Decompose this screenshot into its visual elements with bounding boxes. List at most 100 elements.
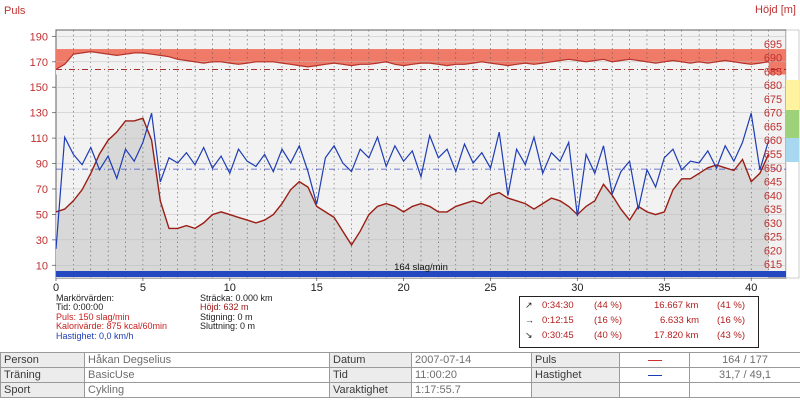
pulse-area-gap	[56, 51, 769, 75]
stats-time-pct: (16 %)	[594, 315, 622, 326]
stats-row-downhill: ↘ 0:30:45 (40 %) 17.820 km (43 %)	[520, 330, 758, 343]
person-value: Håkan Degselius	[84, 352, 330, 368]
left-tick-label: 90	[36, 159, 48, 171]
left-tick-label: 190	[30, 31, 48, 43]
stats-distance-pct: (16 %)	[717, 315, 745, 326]
marker-distance: Sträcka: 0.000 km	[200, 293, 273, 303]
time-value: 11:00:20	[411, 367, 532, 383]
speed-legend	[619, 367, 690, 383]
session-info-table: Person Håkan Degselius Datum 2007-07-14 …	[0, 352, 800, 398]
altitude-line	[55, 117, 770, 247]
pulse-legend-swatch	[647, 359, 662, 361]
marker-climb: Stigning: 0 m	[200, 311, 253, 322]
stats-time: 0:34:30	[542, 300, 574, 311]
pulse-label: Puls	[531, 352, 620, 368]
right-tick-label: 630	[764, 218, 782, 230]
speed-line	[55, 113, 770, 249]
duration-label: Varaktighet	[329, 382, 412, 398]
empty-cell	[619, 382, 690, 398]
right-tick-label: 685	[764, 66, 782, 78]
x-tick-label: 25	[484, 282, 496, 292]
right-tick-label: 670	[764, 108, 782, 120]
marker-heading: Markörvärden:	[56, 293, 115, 303]
right-tick-label: 615	[764, 259, 782, 271]
right-tick-label: 695	[764, 39, 782, 51]
right-tick-label: 640	[764, 190, 782, 202]
stats-distance: 17.820 km	[654, 330, 699, 341]
stats-distance-pct: (43 %)	[717, 330, 745, 341]
x-tick-label: 0	[53, 282, 59, 292]
x-tick-label: 15	[311, 282, 323, 292]
stats-row-flat: → 0:12:15 (16 %) 6.633 km (16 %)	[520, 315, 758, 328]
time-label: Tid	[329, 367, 412, 383]
empty-cell	[531, 382, 620, 398]
stats-time-pct: (40 %)	[594, 330, 622, 341]
stats-distance: 16.667 km	[654, 300, 699, 311]
x-tick-label: 35	[658, 282, 670, 292]
left-tick-label: 110	[30, 133, 48, 145]
sport-value: Cykling	[84, 382, 330, 398]
info-row: Person Håkan Degselius Datum 2007-07-14 …	[0, 352, 800, 368]
sport-label: Sport	[0, 382, 85, 398]
x-tick-label: 10	[224, 282, 236, 292]
left-tick-label: 70	[36, 184, 48, 196]
marker-speed: Hastighet: 0,0 km/h	[56, 330, 134, 341]
zone-band-yellow	[786, 80, 799, 110]
right-tick-label: 660	[764, 135, 782, 147]
duration-value: 1:17:55.7	[411, 382, 532, 398]
zone-band-green	[786, 110, 799, 138]
stats-time-pct: (44 %)	[594, 300, 622, 311]
x-tick-label: 5	[140, 282, 146, 292]
date-value: 2007-07-14	[411, 352, 532, 368]
stats-time: 0:30:45	[542, 330, 574, 341]
stats-distance: 6.633 km	[660, 315, 700, 326]
training-value: BasicUse	[84, 367, 330, 383]
uphill-arrow-icon: ↗	[525, 300, 533, 310]
left-tick-label: 150	[30, 82, 48, 94]
right-tick-label: 665	[764, 121, 782, 133]
marker-values: Markörvärden: Tid: 0:00:00 Puls: 150 sla…	[56, 293, 516, 344]
marker-altitude: Höjd: 632 m	[200, 302, 249, 313]
gradient-stats-box: ↗ 0:34:30 (44 %) 16.667 km (41 %) → 0:12…	[519, 296, 759, 348]
empty-cell	[689, 382, 800, 398]
left-tick-label: 30	[36, 235, 48, 247]
baseline-label: 164 slag/min	[394, 262, 448, 273]
left-tick-label: 170	[30, 57, 48, 69]
left-tick-label: 50	[36, 209, 48, 221]
right-tick-label: 680	[764, 80, 782, 92]
marker-pulse: Puls: 150 slag/min	[56, 311, 130, 322]
flat-arrow-icon: →	[525, 315, 534, 325]
stats-distance-pct: (41 %)	[717, 300, 745, 311]
right-tick-label: 620	[764, 245, 782, 257]
baseline-bar	[56, 271, 786, 277]
right-tick-label: 650	[764, 163, 782, 175]
speed-value: 31,7 / 49,1	[689, 367, 800, 383]
pulse-line	[55, 50, 769, 70]
x-tick-label: 30	[571, 282, 583, 292]
downhill-arrow-icon: ↘	[525, 330, 533, 340]
left-tick-label: 10	[36, 260, 48, 272]
left-axis-title: Puls	[4, 5, 26, 17]
training-label: Träning	[0, 367, 85, 383]
x-tick-label: 20	[397, 282, 409, 292]
chart: 1030507090110130150170190615620625630635…	[4, 4, 800, 292]
info-row: Sport Cykling Varaktighet 1:17:55.7	[0, 382, 800, 398]
person-label: Person	[0, 352, 85, 368]
date-label: Datum	[329, 352, 412, 368]
x-tick-label: 40	[745, 282, 757, 292]
speed-legend-swatch	[647, 374, 662, 376]
right-tick-label: 655	[764, 149, 782, 161]
right-tick-label: 690	[764, 53, 782, 65]
right-tick-label: 675	[764, 94, 782, 106]
info-row: Träning BasicUse Tid 11:00:20 Hastighet …	[0, 367, 800, 383]
right-tick-label: 625	[764, 232, 782, 244]
marker-calories: Kalorivärde: 875 kcal/60min	[56, 321, 168, 332]
pulse-value: 164 / 177	[689, 352, 800, 368]
altitude-area	[56, 118, 769, 278]
marker-col-left: Markörvärden: Tid: 0:00:00 Puls: 150 sla…	[56, 293, 168, 341]
pulse-legend	[619, 352, 690, 368]
right-axis-title: Höjd [m]	[755, 4, 796, 16]
marker-time: Tid: 0:00:00	[56, 302, 104, 313]
right-tick-label: 645	[764, 177, 782, 189]
stats-time: 0:12:15	[542, 315, 574, 326]
